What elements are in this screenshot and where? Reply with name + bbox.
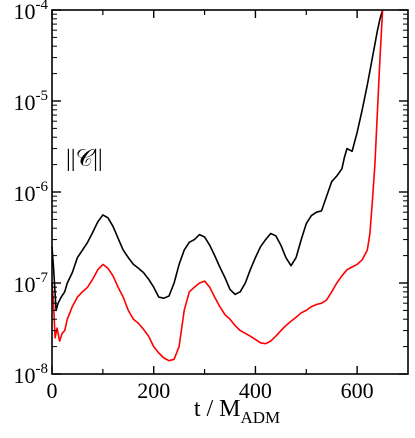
y-tick-label: 10-5 <box>14 88 49 115</box>
x-tick-label: 200 <box>137 378 170 403</box>
x-axis-label-sub: ADM <box>241 408 281 427</box>
series-line-black <box>51 9 384 312</box>
x-tick-label: 400 <box>239 378 272 403</box>
x-axis-label: t / MADM <box>194 396 280 427</box>
curves-layer <box>51 9 384 362</box>
annotation: ||𝒞|| <box>66 146 103 172</box>
x-axis: 0 200 400 600 <box>47 10 374 403</box>
y-axis: 10-8 10-7 10-6 10-5 10-4 <box>14 0 408 388</box>
x-axis-label-main: t / M <box>194 396 241 422</box>
y-tick-label: 10-7 <box>14 270 49 297</box>
series-line-red <box>51 9 384 362</box>
y-tick-label: 10-6 <box>14 179 49 206</box>
x-tick-label: 600 <box>341 378 374 403</box>
x-tick-label: 0 <box>47 378 58 403</box>
y-tick-label: 10-4 <box>14 0 49 24</box>
y-tick-label: 10-8 <box>14 361 49 388</box>
